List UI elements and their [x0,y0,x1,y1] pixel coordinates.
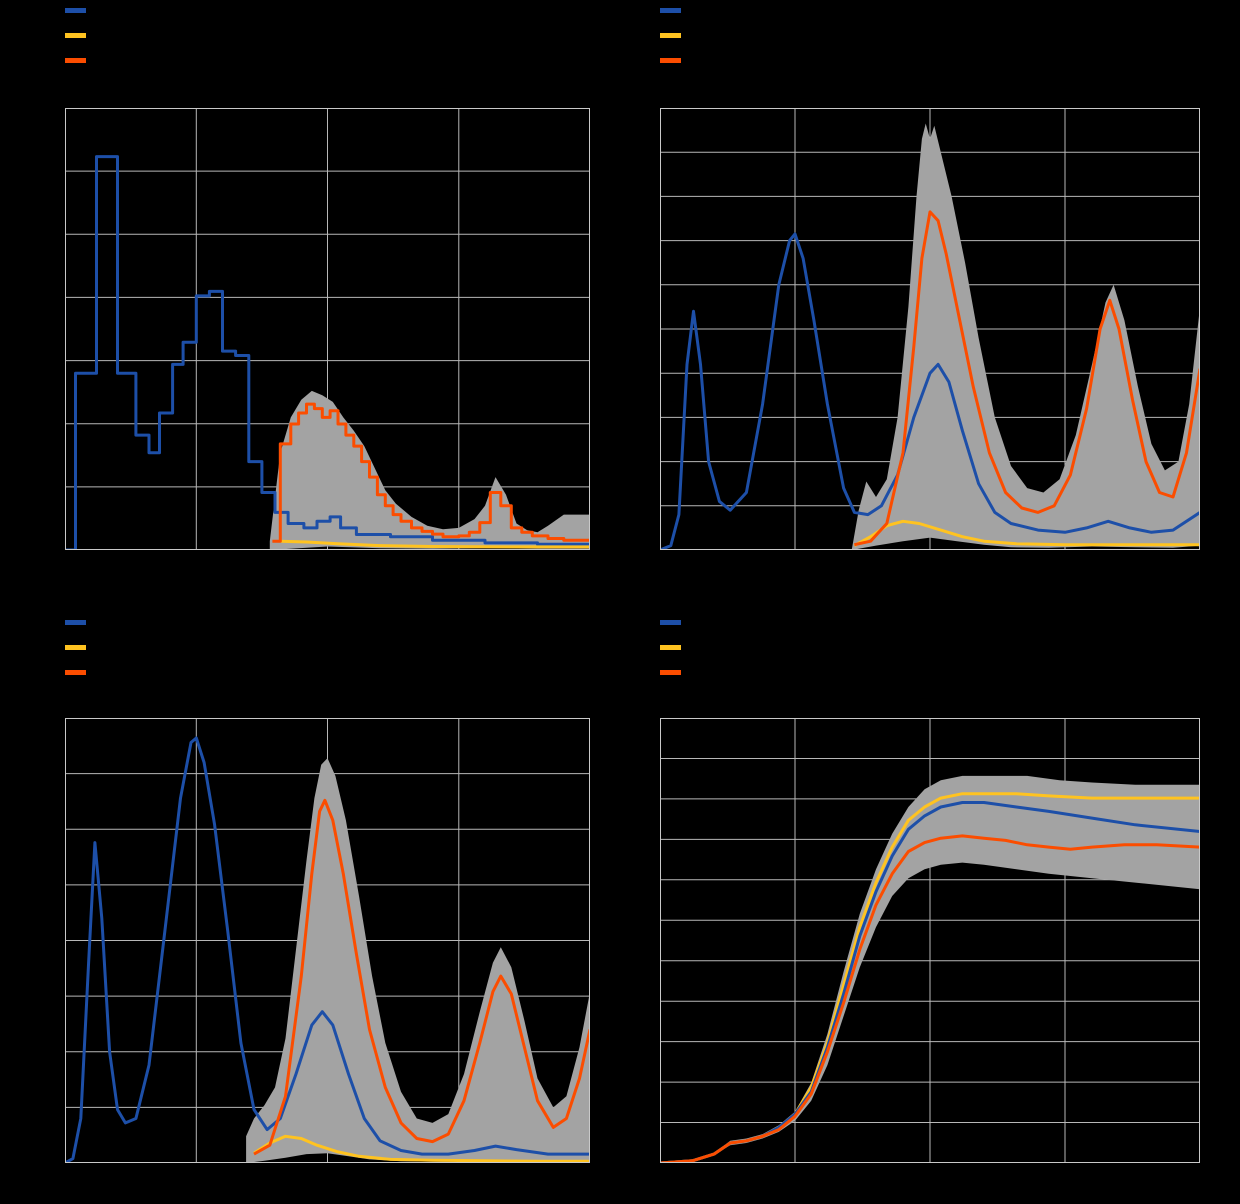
chart-top-right [660,108,1200,550]
legend-swatch-blue [660,620,681,625]
series-yellow [253,1134,590,1163]
legend-swatch-blue [65,8,86,13]
series-orange [253,798,590,1156]
series-orange [660,834,1200,1163]
chart-bottom-right [660,718,1200,1163]
uncertainty-band [246,758,590,1163]
series-yellow [280,539,590,549]
legend-swatch-orange [660,58,681,63]
legend-swatch-orange [660,670,681,675]
legend-swatch-orange [65,58,86,63]
series-orange [854,210,1200,547]
legend-swatch-orange [65,670,86,675]
chart-bottom-left [65,718,590,1163]
chart-canvas [65,108,590,550]
chart-canvas [660,108,1200,550]
legend-top-right [660,8,681,63]
legend-swatch-yellow [660,645,681,650]
series-blue [65,736,590,1163]
uncertainty-band [660,775,1200,1163]
series-blue [65,155,590,550]
legend-swatch-blue [65,620,86,625]
legend-bottom-left [65,620,86,675]
legend-swatch-yellow [65,645,86,650]
chart-canvas [660,718,1200,1163]
chart-canvas [65,718,590,1163]
series-blue [660,232,1200,550]
legend-swatch-yellow [65,33,86,38]
legend-swatch-blue [660,8,681,13]
chart-top-left [65,108,590,550]
legend-bottom-right [660,620,681,675]
series-orange [272,402,590,543]
uncertainty-band [851,123,1200,550]
legend-swatch-yellow [660,33,681,38]
legend-top-left [65,8,86,63]
